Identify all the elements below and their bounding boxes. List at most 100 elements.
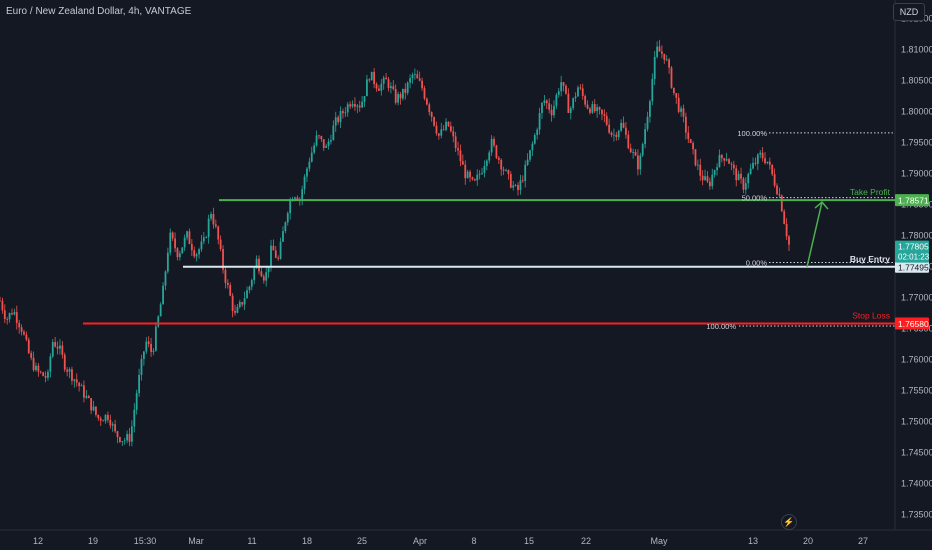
candle xyxy=(785,218,788,240)
candle xyxy=(646,111,649,132)
candle xyxy=(126,430,129,444)
candle xyxy=(728,157,730,164)
candle xyxy=(644,123,647,149)
candle xyxy=(322,139,325,151)
candle xyxy=(133,403,136,433)
candle-body xyxy=(80,385,83,387)
candle-body xyxy=(488,152,491,161)
candle xyxy=(637,149,639,176)
level-tag xyxy=(895,194,929,207)
candle-body xyxy=(236,306,239,313)
candle-body xyxy=(186,231,188,238)
candle xyxy=(152,348,155,356)
candle xyxy=(641,142,644,157)
candle-body xyxy=(296,197,299,201)
candle-body xyxy=(380,83,383,91)
candle xyxy=(217,225,220,245)
candle-body xyxy=(394,88,397,103)
candle xyxy=(473,178,476,182)
candle xyxy=(649,99,651,123)
candle xyxy=(449,121,452,133)
y-tick-label: 1.73500 xyxy=(901,510,932,520)
candle-body xyxy=(634,152,637,156)
candle xyxy=(617,129,620,141)
candle-body xyxy=(562,82,565,86)
candle xyxy=(509,171,512,189)
candle xyxy=(752,157,754,170)
currency-button[interactable]: NZD xyxy=(893,3,925,21)
candle-body xyxy=(119,437,121,442)
candle xyxy=(440,122,443,139)
candle-body xyxy=(759,152,762,155)
candle-body xyxy=(649,101,651,117)
candle xyxy=(411,72,414,84)
candle xyxy=(241,301,244,307)
candle xyxy=(253,266,256,285)
candle xyxy=(90,397,93,415)
candle xyxy=(15,305,18,330)
candle-body xyxy=(593,104,596,112)
candle-body xyxy=(270,245,272,267)
candle xyxy=(202,231,205,245)
candle-body xyxy=(639,155,642,170)
candle xyxy=(274,246,277,259)
candle xyxy=(776,183,778,196)
candle xyxy=(524,160,527,188)
level-price-label: 1.78571 xyxy=(898,196,929,206)
candle-body xyxy=(706,176,709,182)
candle-body xyxy=(725,159,728,161)
candle-body xyxy=(0,300,1,302)
candle xyxy=(464,160,467,185)
candle-body xyxy=(716,167,718,171)
candle xyxy=(42,371,45,377)
candle xyxy=(346,101,349,117)
candle-body xyxy=(569,108,572,113)
candle-body xyxy=(437,133,440,136)
candle-body xyxy=(658,46,661,52)
candle-body xyxy=(114,424,117,432)
y-tick-label: 1.79000 xyxy=(901,169,932,179)
candle xyxy=(140,354,143,381)
candle xyxy=(111,421,114,432)
candle xyxy=(579,84,582,91)
level-tag xyxy=(895,317,929,330)
candle-body xyxy=(157,316,160,327)
candle-body xyxy=(320,136,323,140)
candle xyxy=(3,304,6,324)
candle xyxy=(488,150,491,164)
buy-entry-label: Buy Entry xyxy=(850,254,890,264)
candle-body xyxy=(773,174,776,186)
candle xyxy=(507,169,510,180)
candle-body xyxy=(742,178,745,190)
candle xyxy=(92,400,95,412)
candle-body xyxy=(687,132,690,140)
candle xyxy=(356,103,359,114)
candle-body xyxy=(349,104,352,107)
candle xyxy=(51,339,54,359)
candle-body xyxy=(63,354,66,370)
candle xyxy=(718,149,721,168)
candle xyxy=(615,131,618,141)
candle xyxy=(421,77,423,91)
candle-body xyxy=(375,83,378,89)
candle xyxy=(502,166,505,176)
candle xyxy=(361,96,364,109)
candle-body xyxy=(243,298,246,305)
candle-body xyxy=(289,201,292,214)
candle xyxy=(538,107,541,135)
candle xyxy=(73,378,76,388)
lightning-icon[interactable]: ⚡ xyxy=(781,514,797,530)
candle-body xyxy=(152,350,155,352)
candle xyxy=(54,336,57,348)
candle-body xyxy=(694,149,697,166)
candle-body xyxy=(677,97,680,112)
x-tick-label: 12 xyxy=(33,536,43,546)
candle xyxy=(742,176,745,194)
candle-body xyxy=(728,159,730,164)
candle-body xyxy=(378,88,380,91)
candle-body xyxy=(404,88,407,93)
candle-body xyxy=(272,245,275,251)
candle-body xyxy=(253,268,256,281)
candle xyxy=(380,78,383,96)
